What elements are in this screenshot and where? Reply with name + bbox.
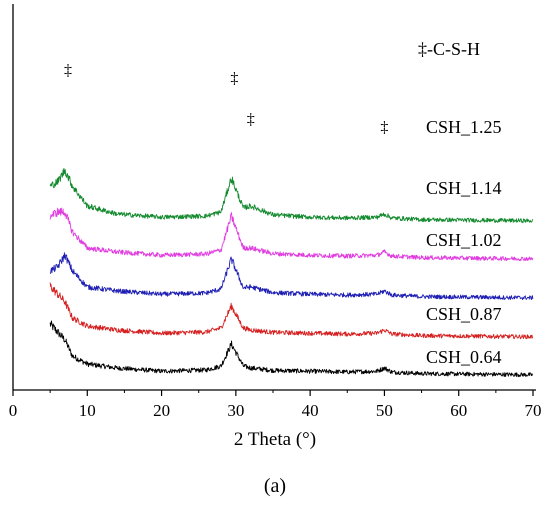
peak-marker: ‡: [247, 111, 255, 128]
series-line-csh-0-87: [49, 282, 534, 340]
series-label-csh-1-02: CSH_1.02: [426, 230, 502, 250]
x-tick-label: 40: [302, 401, 319, 420]
legend: ‡-C-S-H: [418, 39, 480, 59]
figure-caption: (a): [264, 475, 286, 497]
x-tick-label: 10: [79, 401, 96, 420]
plot-lines: [49, 167, 534, 378]
series-labels: CSH_0.64 CSH_0.87 CSH_1.02 CSH_1.14 CSH_1.25: [426, 117, 502, 367]
x-tick-label: 70: [525, 401, 542, 420]
series-label-csh-1-25: CSH_1.25: [426, 117, 502, 137]
axes: [12, 4, 536, 391]
series-label-csh-1-14: CSH_1.14: [426, 178, 502, 198]
legend-label: -C-S-H: [427, 39, 480, 59]
x-tick-label: 50: [376, 401, 393, 420]
series-label-csh-0-87: CSH_0.87: [426, 304, 502, 324]
x-tick-label: 30: [227, 401, 244, 420]
peak-marker: ‡: [64, 62, 72, 79]
x-tick-label: 0: [9, 401, 18, 420]
series-label-csh-0-64: CSH_0.64: [426, 347, 502, 367]
x-axis-title: 2 Theta (°): [234, 429, 316, 450]
series-line-csh-1-14: [49, 207, 534, 262]
x-tick-label: 20: [153, 401, 170, 420]
series-line-csh-0-64: [49, 320, 534, 378]
x-tick-label: 60: [450, 401, 467, 420]
peak-marker: ‡: [230, 70, 238, 87]
x-ticks: 0 10 20 30 40 50 60 70: [9, 390, 542, 420]
series-line-csh-1-02: [49, 252, 534, 301]
peak-markers: ‡ ‡ ‡ ‡: [64, 62, 388, 136]
legend-marker: ‡: [418, 39, 427, 59]
series-line-csh-1-25: [49, 167, 534, 224]
peak-marker: ‡: [380, 119, 388, 136]
